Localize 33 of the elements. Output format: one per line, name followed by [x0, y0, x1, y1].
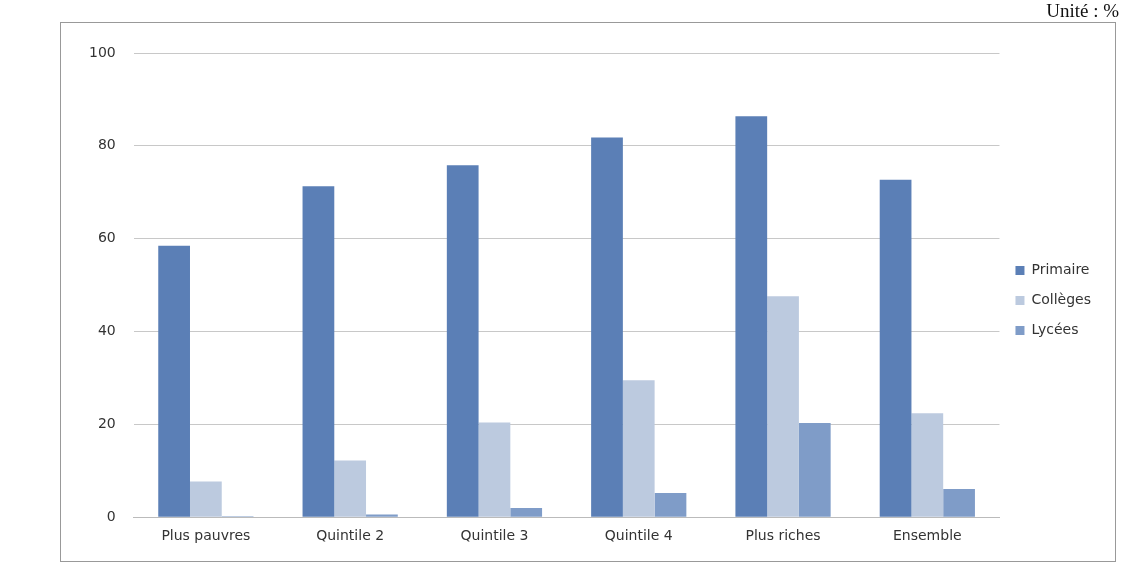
x-tick-label: Plus pauvres [161, 527, 251, 544]
x-tick-label: Quintile 3 [460, 527, 529, 544]
bar [302, 186, 335, 517]
x-tick-label: Plus riches [745, 527, 821, 544]
bar [334, 460, 367, 517]
bar [735, 116, 768, 517]
bar [911, 413, 944, 517]
bar [158, 245, 190, 517]
bar [446, 165, 479, 517]
bar [190, 481, 222, 517]
text: Unité : % [1046, 0, 1119, 22]
bar [622, 380, 655, 517]
y-tick-label: 0 [106, 507, 116, 524]
y-tick-label: 40 [97, 322, 116, 339]
bar [510, 507, 543, 517]
y-tick-label: 80 [97, 136, 116, 153]
bar [943, 488, 975, 517]
y-tick-label: 60 [97, 229, 116, 246]
y-tick-label: 20 [97, 415, 116, 431]
legend-label: Collèges [1031, 291, 1091, 308]
bar [798, 422, 831, 517]
legend-label: Lycées [1031, 321, 1079, 338]
bar [654, 493, 687, 517]
legend-label: Primaire [1031, 261, 1090, 278]
bar [366, 514, 398, 517]
y-tick-label: 100 [88, 43, 116, 60]
bar [478, 422, 511, 517]
bar [767, 296, 799, 517]
x-tick-label: Quintile 4 [604, 527, 673, 544]
bar [591, 137, 623, 517]
x-tick-label: Ensemble [893, 527, 962, 544]
x-tick-label: Quintile 2 [316, 527, 385, 544]
bar [879, 179, 912, 517]
